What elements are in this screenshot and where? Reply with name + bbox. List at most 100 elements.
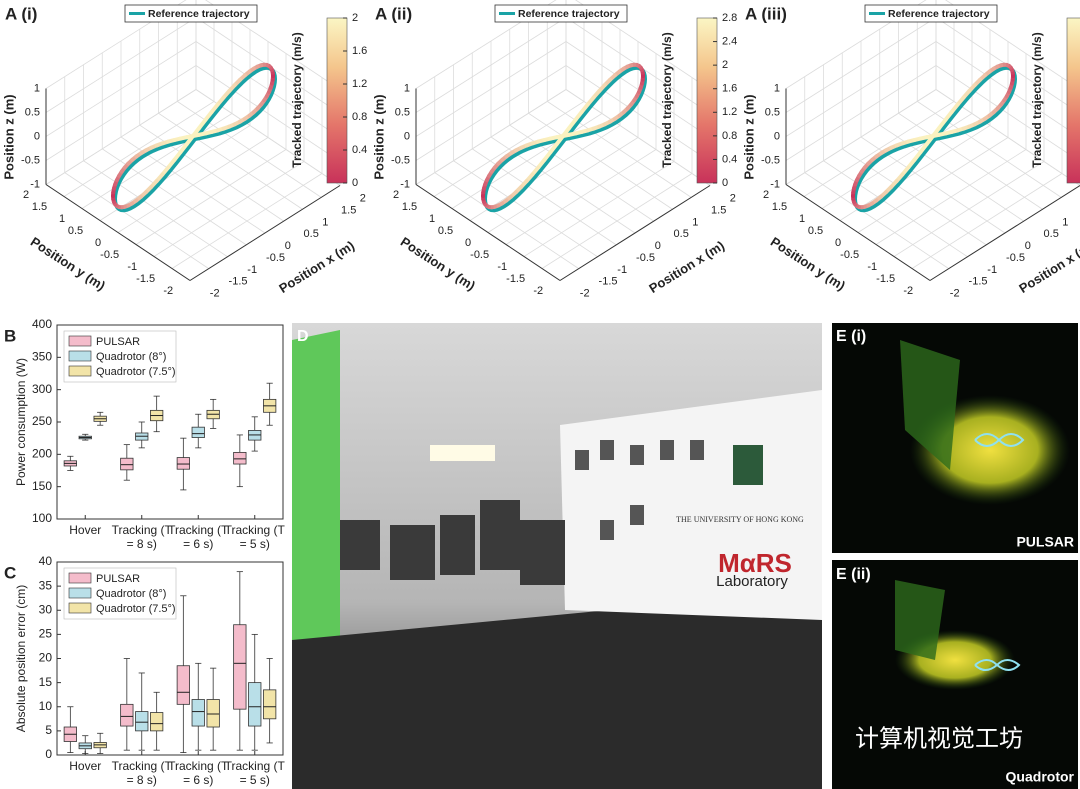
grid-line: [785, 17, 937, 113]
z-tick-label: 0: [404, 130, 410, 142]
grid-line: [415, 65, 567, 161]
legend-swatch: [68, 335, 92, 347]
y-tick-label: 2: [23, 189, 29, 201]
y-axis-label: Absolute position error (cm): [14, 585, 28, 732]
grid-line: [505, 149, 657, 245]
colorbar-tick-label: 2.8: [722, 12, 737, 24]
y-tick-label: 200: [32, 447, 52, 461]
watermark: 计算机视觉工坊: [855, 725, 1023, 752]
y-tick-label: 35: [39, 578, 53, 592]
x-tick-label: Tracking (T = 8 s): [111, 523, 172, 551]
grid-line: [195, 65, 341, 162]
axis-line: [415, 184, 561, 281]
z-tick-label: 0.5: [765, 106, 780, 118]
grid-line: [81, 113, 233, 209]
grid-line: [45, 89, 197, 185]
legend-label: Reference trajectory: [888, 8, 990, 20]
colorbar-tick-label: 0.8: [722, 130, 737, 142]
colorbar-tick-label: 2: [352, 12, 358, 24]
z-tick-label: -0.5: [761, 154, 780, 166]
y-tick-label: 1: [59, 213, 65, 225]
box: [233, 451, 247, 465]
y-tick-label: 250: [32, 414, 52, 428]
z-tick-label: 0.5: [395, 106, 410, 118]
box: [150, 712, 164, 732]
panel-title: B: [4, 326, 16, 345]
y-tick-label: 10: [39, 699, 53, 713]
y-tick-label: 0: [835, 237, 841, 249]
x-tick-label: -1: [617, 264, 627, 276]
z-tick-label: -1: [400, 178, 410, 190]
grid-line: [153, 161, 305, 257]
axis-line: [189, 185, 341, 281]
grid-line: [487, 137, 639, 233]
grid-line: [415, 89, 567, 185]
z-tick-label: -0.5: [391, 154, 410, 166]
x-tick-label: 0.5: [1044, 228, 1059, 240]
y-tick-label: -2: [163, 285, 173, 297]
y-tick-label: 40: [39, 554, 53, 568]
y-tick-label: -2: [533, 285, 543, 297]
reference-trajectory: [112, 65, 278, 213]
axis-line: [929, 185, 1080, 281]
grid-line: [415, 41, 567, 137]
legend-swatch: [68, 587, 92, 599]
axis-line: [785, 184, 931, 281]
y-tick-label: 2: [763, 189, 769, 201]
grid-line: [45, 41, 197, 137]
y-tick-label: -1.5: [136, 273, 155, 285]
x-tick-label: -0.5: [266, 252, 285, 264]
legend-label: Quadrotor (8°): [96, 588, 166, 600]
legend-label: Quadrotor (7.5°): [96, 366, 176, 378]
colorbar-tick-label: 1.6: [722, 83, 737, 95]
z-tick-label: 1: [404, 82, 410, 94]
x-tick-label: -2: [950, 288, 960, 300]
grid-line: [433, 101, 585, 197]
reference-trajectory: [482, 65, 648, 213]
y-tick-label: 300: [32, 382, 52, 396]
x-tick-label: Hover: [69, 523, 102, 537]
colorbar-label: Tracked trajectory (m/s): [1030, 32, 1044, 167]
z-tick-label: 1: [774, 82, 780, 94]
panel-title: C: [4, 563, 16, 582]
x-tick-label: 2: [730, 193, 736, 205]
colorbar-tick-label: 0.4: [352, 144, 367, 156]
y-tick-label: -2: [903, 285, 913, 297]
box: [120, 457, 134, 471]
y-tick-label: 25: [39, 627, 53, 641]
box: [263, 689, 277, 720]
x-tick-label: Tracking (T = 5 s): [224, 523, 285, 551]
box: [206, 699, 220, 728]
grid-line: [935, 65, 1080, 162]
z-axis-label: Position z (m): [371, 94, 386, 179]
colorbar-tick-label: 1.2: [352, 78, 367, 90]
z-tick-label: 1: [34, 82, 40, 94]
photo-label: E (i): [836, 328, 866, 345]
legend-swatch: [68, 365, 92, 377]
z-axis-label: Position z (m): [741, 94, 756, 179]
legend-label: Quadrotor (7.5°): [96, 603, 176, 615]
y-tick-label: 1: [429, 213, 435, 225]
x-tick-label: -1: [987, 264, 997, 276]
y-tick-label: 0.5: [68, 225, 83, 237]
grid-line: [45, 65, 197, 161]
colorbar-tick-label: 0: [352, 177, 358, 189]
y-tick-label: -1.5: [506, 273, 525, 285]
z-tick-label: -1: [30, 178, 40, 190]
photo-e: [832, 323, 1078, 789]
x-tick-label: -0.5: [1006, 252, 1025, 264]
colorbar: [1066, 17, 1080, 184]
z-tick-label: 0.5: [25, 106, 40, 118]
x-tick-label: -0.5: [636, 252, 655, 264]
grid-line: [803, 101, 955, 197]
x-tick-label: 0.5: [304, 228, 319, 240]
x-tick-label: Hover: [69, 759, 102, 773]
photo-d: [292, 323, 822, 789]
y-tick-label: 0: [95, 237, 101, 249]
box: [191, 699, 205, 727]
z-tick-label: 0: [34, 130, 40, 142]
photo-text: Laboratory: [716, 573, 788, 590]
grid-line: [911, 173, 1063, 269]
y-tick-label: 0.5: [438, 225, 453, 237]
box: [135, 711, 149, 732]
